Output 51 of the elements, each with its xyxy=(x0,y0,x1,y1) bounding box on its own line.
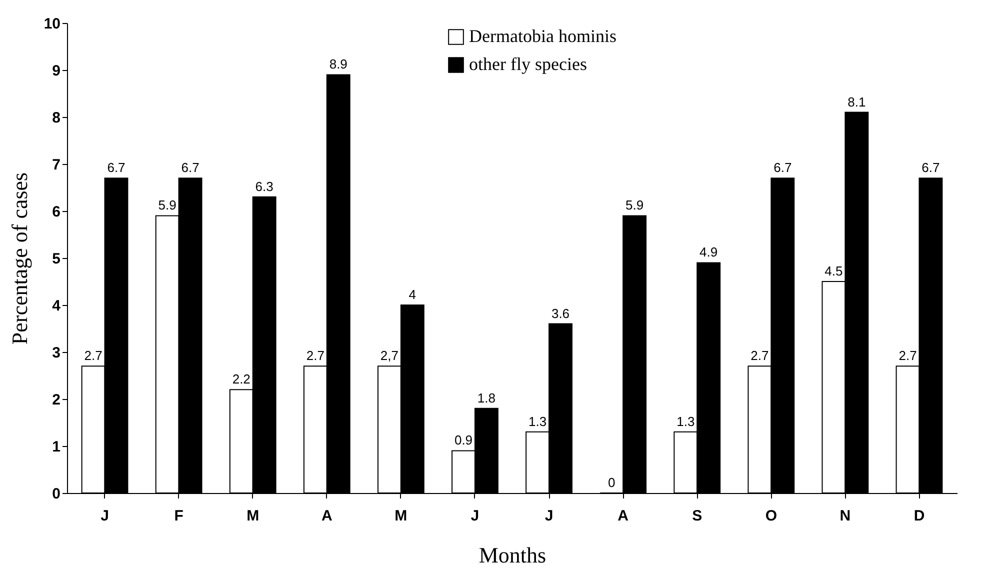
x-tick-label: M xyxy=(394,508,408,524)
data-label: 4.9 xyxy=(700,244,718,260)
data-label: 4 xyxy=(408,287,416,302)
data-label: 3.6 xyxy=(551,306,570,321)
y-tick-label: 0 xyxy=(52,486,60,502)
y-tick-label: 2 xyxy=(52,392,60,408)
data-label: 2,7 xyxy=(380,348,398,364)
x-tick-label: A xyxy=(321,508,332,524)
data-label: 1.3 xyxy=(676,414,695,429)
data-label: 8.9 xyxy=(329,56,348,72)
data-label: 6.7 xyxy=(107,160,126,176)
x-tick-label: F xyxy=(174,508,184,524)
y-tick-label: 6 xyxy=(52,204,60,220)
y-tick-label: 8 xyxy=(52,110,60,126)
data-label: 1.3 xyxy=(528,414,547,429)
x-tick-label: N xyxy=(840,508,851,524)
legend-label: other fly species xyxy=(469,54,587,74)
x-tick-label: J xyxy=(470,508,480,524)
data-label: 8.1 xyxy=(848,94,866,110)
y-tick-label: 7 xyxy=(52,156,60,174)
x-tick-label: J xyxy=(100,508,109,524)
y-tick-label: 4 xyxy=(52,298,62,314)
data-label: 2.7 xyxy=(750,348,769,364)
x-axis-title: Months xyxy=(478,542,546,568)
y-tick-label: 5 xyxy=(52,250,60,268)
data-label: 6.3 xyxy=(255,178,274,194)
x-tick-label: D xyxy=(914,508,925,524)
x-tick-label: O xyxy=(765,508,778,524)
data-label: 5.9 xyxy=(626,198,644,213)
x-tick-label: M xyxy=(246,508,260,524)
data-label: 1.8 xyxy=(477,390,496,406)
x-tick-label: J xyxy=(544,508,554,524)
data-label: 0.9 xyxy=(454,432,473,448)
data-label: 6.7 xyxy=(922,160,940,176)
data-label: 2.2 xyxy=(232,372,250,387)
data-label: 2.7 xyxy=(898,348,917,364)
y-axis-title: Percentage of cases xyxy=(6,172,32,345)
data-label: 0 xyxy=(608,475,616,490)
y-tick-label: 3 xyxy=(52,344,60,362)
data-label: 6.7 xyxy=(181,160,200,176)
x-tick-label: A xyxy=(618,508,629,524)
data-label: 6.7 xyxy=(774,160,792,176)
data-label: 2.7 xyxy=(84,348,102,364)
data-label: 4.5 xyxy=(824,264,843,278)
y-tick-label: 1 xyxy=(52,438,60,456)
legend-label: Dermatobia hominis xyxy=(469,26,616,46)
data-label: 2.7 xyxy=(306,348,324,364)
y-tick-label: 10 xyxy=(44,16,60,32)
x-tick-label: S xyxy=(692,508,702,524)
y-tick-label: 9 xyxy=(52,62,60,80)
data-label: 5.9 xyxy=(158,198,176,213)
